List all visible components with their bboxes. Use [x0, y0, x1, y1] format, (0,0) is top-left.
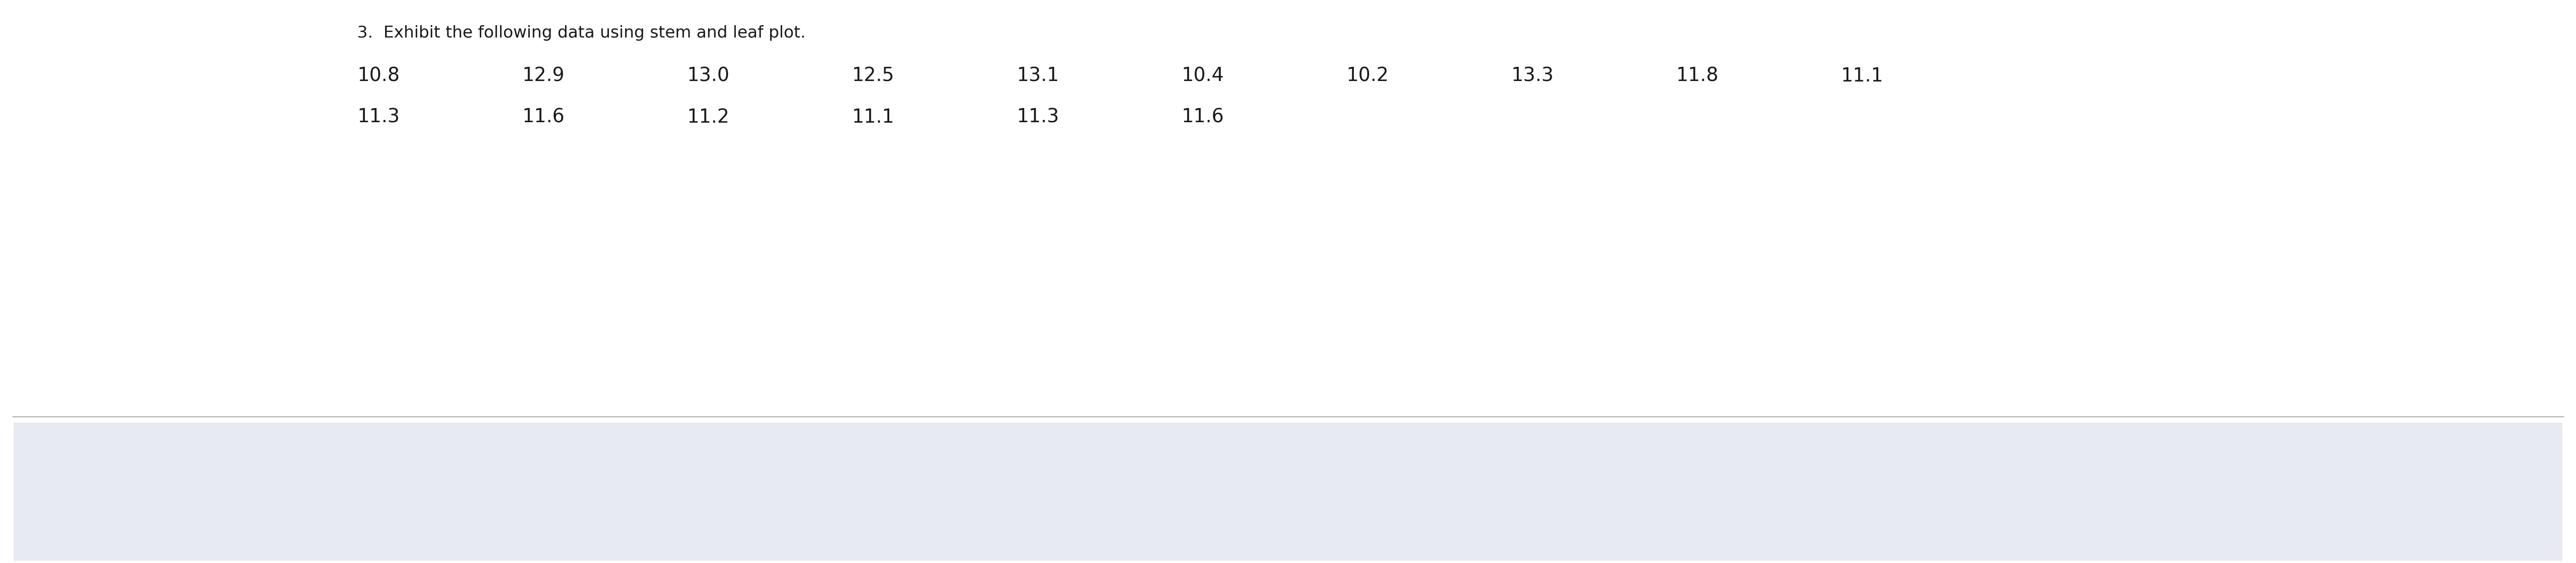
Text: 11.3: 11.3 — [358, 108, 399, 127]
Text: 13.3: 13.3 — [1512, 66, 1553, 86]
Text: 11.8: 11.8 — [1677, 66, 1718, 86]
Text: 10.8: 10.8 — [358, 66, 399, 86]
Text: 11.6: 11.6 — [1182, 108, 1224, 127]
Text: 11.2: 11.2 — [688, 108, 729, 127]
Text: 13.0: 13.0 — [688, 66, 729, 86]
Text: 11.6: 11.6 — [523, 108, 564, 127]
Text: 12.9: 12.9 — [523, 66, 564, 86]
Text: 10.2: 10.2 — [1347, 66, 1388, 86]
Text: 10.4: 10.4 — [1182, 66, 1224, 86]
Text: 13.1: 13.1 — [1018, 66, 1059, 86]
Text: 11.1: 11.1 — [853, 108, 894, 127]
FancyBboxPatch shape — [13, 422, 2563, 561]
Text: 11.1: 11.1 — [1842, 66, 1883, 86]
Text: 3.  Exhibit the following data using stem and leaf plot.: 3. Exhibit the following data using stem… — [358, 25, 806, 41]
Text: 12.5: 12.5 — [853, 66, 894, 86]
Text: 11.3: 11.3 — [1018, 108, 1059, 127]
